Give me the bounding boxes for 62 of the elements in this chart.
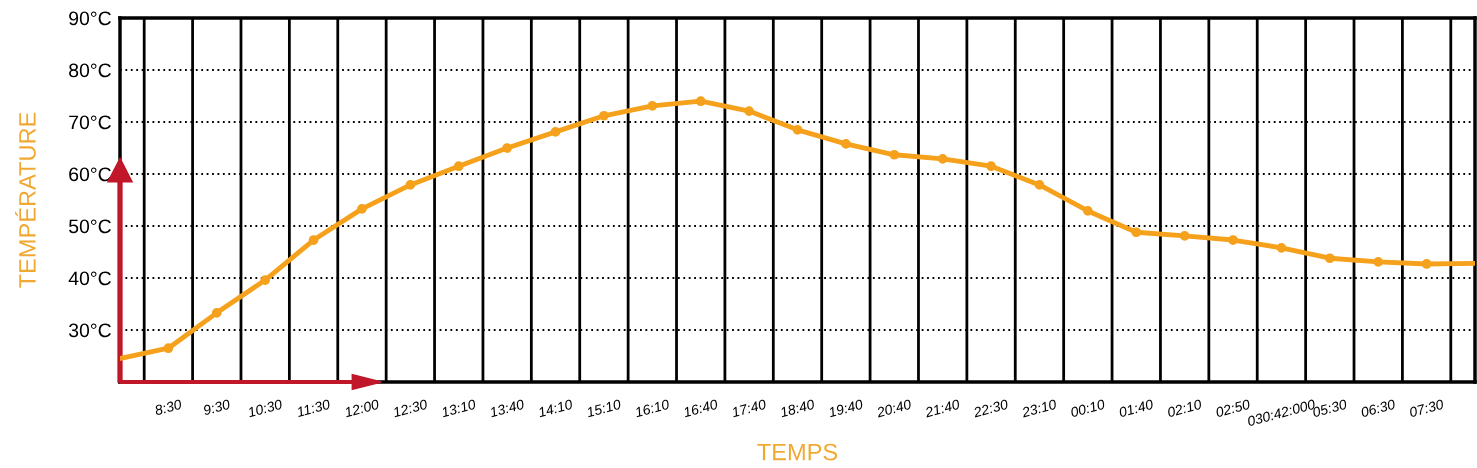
point — [792, 124, 803, 135]
point — [211, 307, 222, 318]
x-tick-label: 10:30 — [247, 399, 283, 418]
point — [986, 161, 996, 172]
point — [1228, 235, 1238, 245]
point — [357, 203, 367, 214]
point — [841, 138, 851, 149]
x-tick-label: 02:10 — [1166, 399, 1203, 418]
point — [502, 143, 513, 153]
x-tick-label: 11:30 — [296, 399, 331, 418]
point — [1082, 206, 1093, 216]
x-tick-label: 15:10 — [585, 399, 622, 418]
point — [1324, 253, 1335, 264]
x-tick-label: 19:40 — [827, 399, 864, 418]
x-tick-label: 16:10 — [634, 399, 670, 418]
x-tick-label: 00:10 — [1070, 399, 1106, 418]
x-tick-label: 21:40 — [924, 399, 961, 418]
y-axis-title: TEMPÉRATURE — [15, 112, 36, 288]
x-tick-label: 8:30 — [154, 399, 183, 416]
point — [163, 343, 174, 354]
point — [405, 180, 416, 190]
x-tick-label: 13:10 — [440, 399, 477, 418]
y-tick-label: 50°C — [69, 219, 111, 234]
point — [1373, 257, 1384, 267]
point — [1276, 242, 1287, 253]
x-tick-label: 14:10 — [537, 399, 574, 418]
y-tick-label: 40°C — [68, 271, 111, 286]
point — [1179, 231, 1190, 241]
x-tick-label: 9:30 — [202, 399, 231, 416]
point — [889, 149, 900, 160]
point — [453, 161, 464, 172]
y-tick-label: 90°C — [69, 11, 111, 26]
x-tick-label: 06:30 — [1360, 399, 1396, 418]
point — [744, 106, 754, 116]
x-tick-label: 12:00 — [343, 399, 380, 418]
y-tick-label: 70°C — [69, 115, 111, 130]
x-tick-label: 12:30 — [392, 399, 428, 418]
line-series — [120, 96, 1475, 362]
point — [937, 154, 948, 164]
point — [647, 101, 658, 111]
point — [1131, 227, 1142, 238]
point — [1421, 259, 1432, 269]
x-tick-label: 17:40 — [731, 399, 767, 418]
y-tick-label: 60°C — [69, 167, 111, 182]
point — [260, 275, 271, 285]
point — [695, 96, 706, 107]
x-tick-label: 18:40 — [779, 399, 816, 418]
x-tick-label: 16:40 — [682, 399, 719, 418]
x-tick-label: 01:40 — [1118, 399, 1154, 418]
point — [550, 127, 561, 137]
x-tick-label: 13:40 — [489, 399, 525, 418]
x-tick-label: 23:10 — [1021, 399, 1058, 418]
x-tick-label: 07:30 — [1408, 399, 1445, 418]
y-tick-label: 30°C — [68, 323, 111, 338]
point — [308, 235, 319, 245]
point — [599, 110, 609, 121]
x-tick-label: 05:30 — [1312, 399, 1348, 418]
y-tick-label: 80°C — [69, 63, 111, 78]
x-tick-label: 22:30 — [972, 399, 1009, 418]
point — [1034, 180, 1045, 190]
x-tick-label: 20:40 — [875, 399, 912, 418]
x-axis-title: TEMPS — [757, 443, 838, 461]
